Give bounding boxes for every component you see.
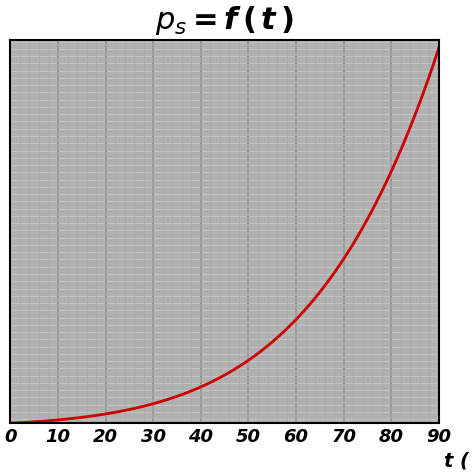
Text: $\boldsymbol{t}$ (: $\boldsymbol{t}$ (: [443, 450, 470, 471]
Title: $\boldsymbol{p_s = f\,(\,t\,)}$: $\boldsymbol{p_s = f\,(\,t\,)}$: [155, 4, 294, 37]
